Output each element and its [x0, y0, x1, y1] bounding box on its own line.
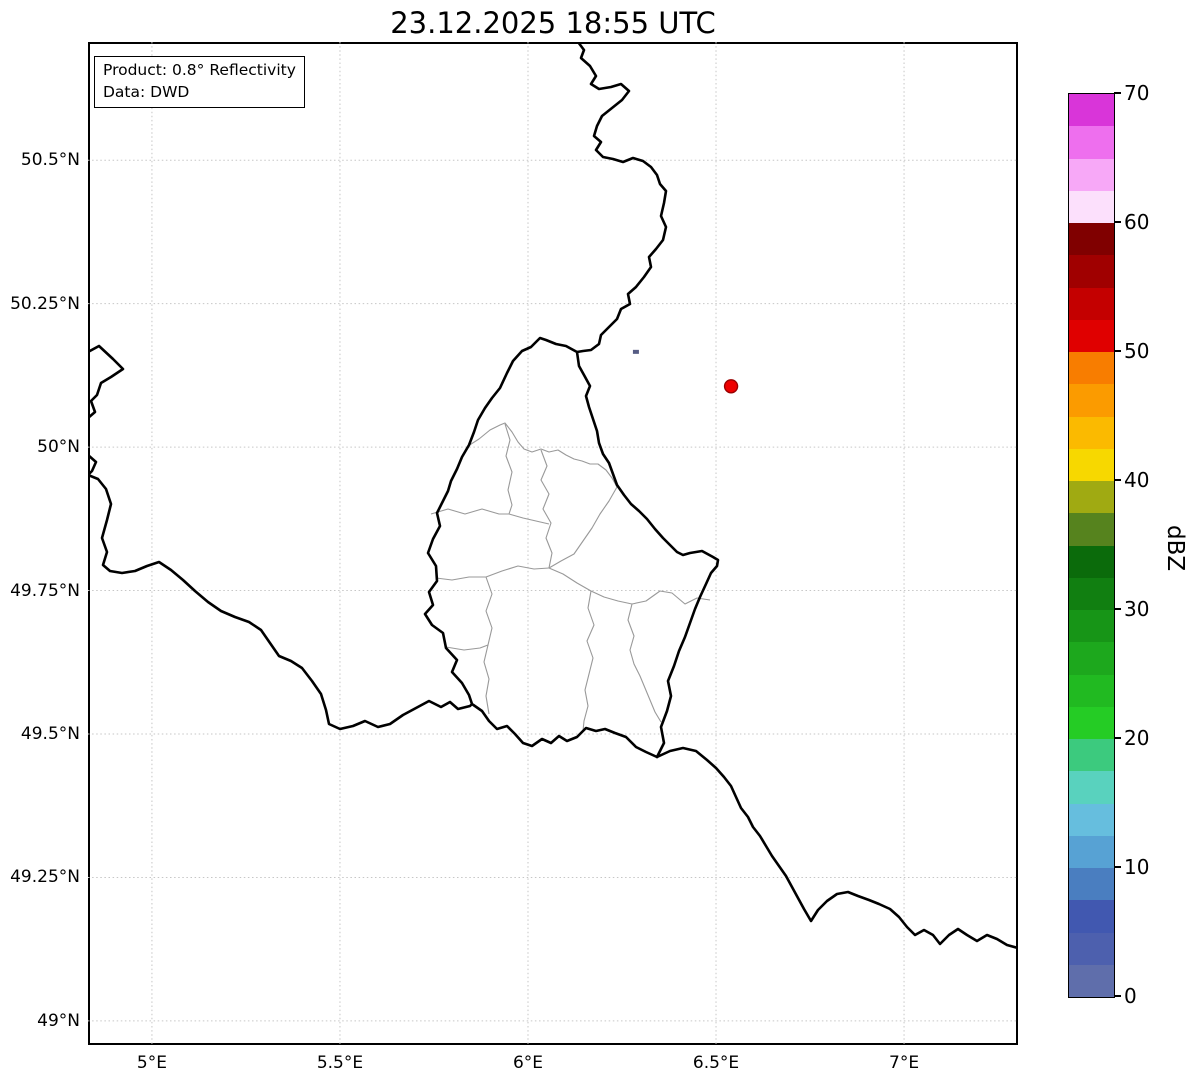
colorbar-band — [1069, 610, 1114, 643]
colorbar-band — [1069, 932, 1114, 965]
canton-border — [435, 576, 486, 581]
canton-border — [430, 508, 550, 525]
colorbar — [1068, 93, 1115, 998]
colorbar-tick-mark — [1114, 995, 1121, 997]
colorbar-band — [1069, 835, 1114, 868]
border-france-belgium — [88, 453, 474, 731]
x-tick-label: 6°E — [512, 1053, 544, 1073]
canton-border — [467, 422, 618, 488]
colorbar-band — [1069, 513, 1114, 546]
canton-border — [548, 567, 711, 605]
colorbar-tick-label: 20 — [1124, 726, 1150, 750]
y-tick-label: 49.75°N — [10, 580, 80, 601]
y-tick-label: 50.5°N — [20, 150, 80, 171]
info-product: Product: 0.8° Reflectivity — [103, 61, 296, 79]
map-plot: Product: 0.8° Reflectivity Data: DWD — [88, 42, 1018, 1045]
radar-site-marker — [723, 379, 739, 394]
border-luxembourg — [423, 336, 720, 759]
graticule-gridlines — [88, 42, 1018, 1045]
y-tick-label: 49.25°N — [10, 867, 80, 888]
colorbar-band — [1069, 868, 1114, 901]
colorbar-tick-mark — [1114, 350, 1121, 352]
info-source: Data: DWD — [103, 82, 190, 101]
colorbar-tick-label: 0 — [1124, 984, 1137, 1008]
colorbar-band — [1069, 319, 1114, 352]
colorbar-band — [1069, 352, 1114, 385]
colorbar-band — [1069, 964, 1114, 997]
colorbar-band — [1069, 706, 1114, 739]
y-tick-label: 50.25°N — [10, 293, 80, 314]
colorbar-band — [1069, 158, 1114, 191]
colorbar-tick-label: 50 — [1124, 339, 1150, 363]
canton-border — [627, 603, 662, 723]
x-tick-label: 6.5°E — [692, 1053, 740, 1073]
colorbar-label: dBZ — [1162, 524, 1188, 572]
y-tick-label: 50°N — [37, 437, 80, 458]
colorbar-tick-label: 60 — [1124, 210, 1150, 234]
canton-border — [445, 644, 489, 651]
canton-border — [548, 486, 618, 569]
colorbar-band — [1069, 900, 1114, 933]
colorbar-band — [1069, 803, 1114, 836]
x-tick-label: 7°E — [889, 1053, 920, 1073]
radar-echo-pixel — [632, 349, 639, 354]
colorbar-band — [1069, 739, 1114, 772]
canton-border — [504, 423, 513, 515]
colorbar-band — [1069, 190, 1114, 223]
country-borders — [88, 42, 1018, 950]
border-belgium-germany — [575, 42, 668, 354]
figure-title: 23.12.2025 18:55 UTC — [390, 6, 716, 40]
colorbar-tick-label: 70 — [1124, 81, 1150, 105]
colorbar-band — [1069, 416, 1114, 449]
canton-border — [485, 565, 550, 578]
y-tick-label: 49.5°N — [20, 724, 80, 744]
colorbar-band — [1069, 448, 1114, 481]
border-france-belgium-northwest — [88, 344, 125, 420]
colorbar-tick-mark — [1114, 608, 1121, 610]
x-tick-label: 5°E — [136, 1053, 167, 1073]
colorbar-band — [1069, 126, 1114, 159]
colorbar-tick-mark — [1114, 737, 1121, 739]
colorbar-band — [1069, 577, 1114, 610]
colorbar-band — [1069, 674, 1114, 707]
luxembourg-canton-borders — [430, 422, 711, 732]
colorbar-tick-mark — [1114, 221, 1121, 223]
x-tick-label: 5.5°E — [316, 1053, 364, 1073]
colorbar-tick-label: 40 — [1124, 468, 1150, 492]
colorbar-band — [1069, 384, 1114, 417]
canton-border — [540, 449, 553, 569]
colorbar-tick-mark — [1114, 479, 1121, 481]
colorbar-tick-mark — [1114, 92, 1121, 94]
colorbar-tick-label: 30 — [1124, 597, 1150, 621]
colorbar-band — [1069, 642, 1114, 675]
colorbar-band — [1069, 545, 1114, 578]
colorbar-tick-mark — [1114, 866, 1121, 868]
colorbar-band — [1069, 481, 1114, 514]
colorbar-band — [1069, 255, 1114, 288]
y-tick-label: 49°N — [37, 1010, 80, 1031]
info-box: Product: 0.8° Reflectivity Data: DWD — [94, 56, 305, 109]
border-france-germany — [655, 746, 1018, 950]
colorbar-band — [1069, 94, 1114, 127]
colorbar-band — [1069, 771, 1114, 804]
map-canvas — [88, 42, 1018, 1045]
colorbar-band — [1069, 223, 1114, 256]
colorbar-band — [1069, 287, 1114, 320]
colorbar-tick-label: 10 — [1124, 855, 1150, 879]
canton-border — [582, 590, 595, 732]
